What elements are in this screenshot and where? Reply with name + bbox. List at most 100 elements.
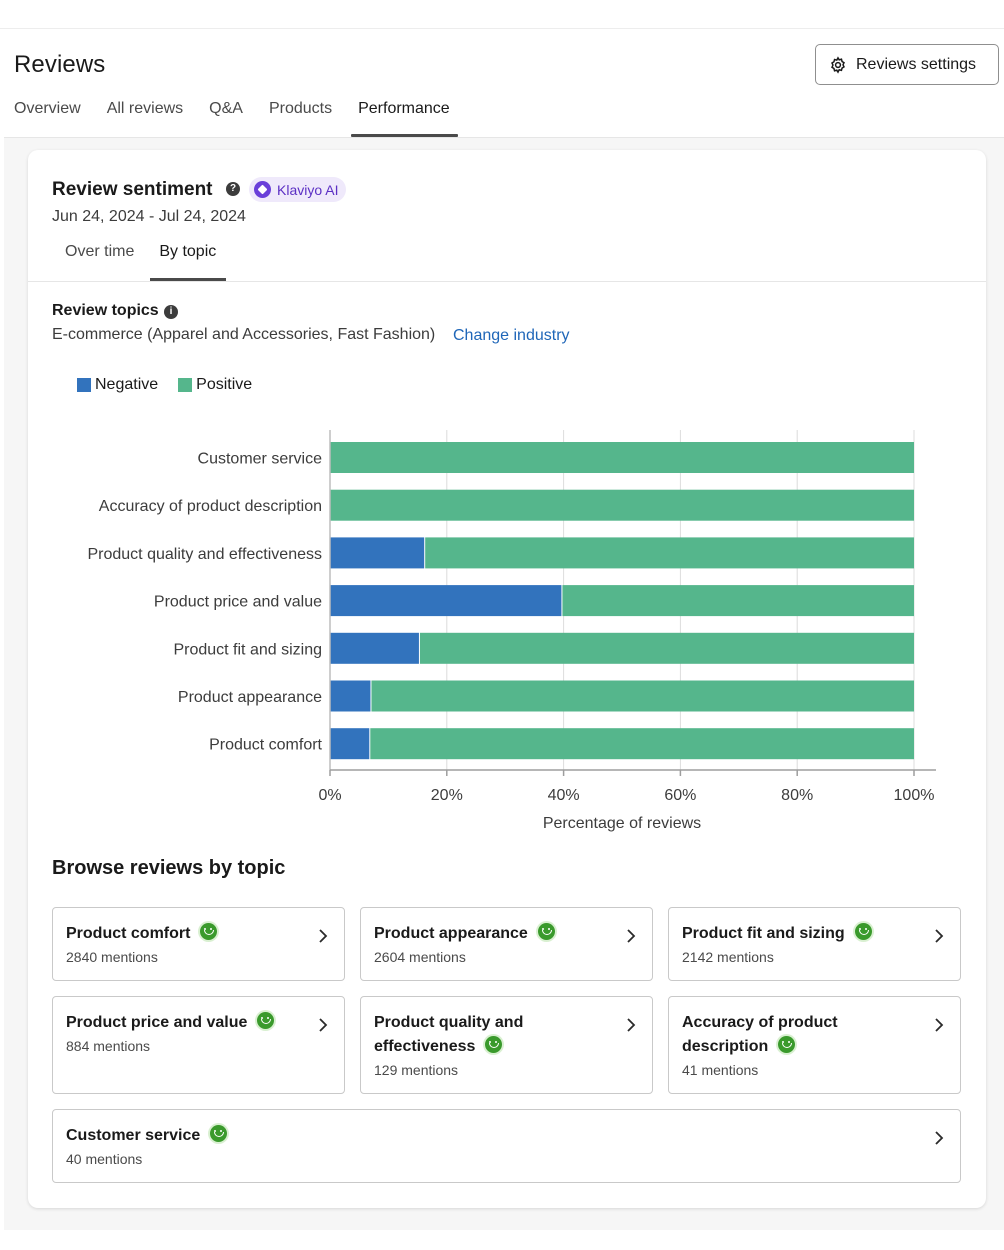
topic-card-mentions: 884 mentions	[66, 1038, 151, 1054]
chart-legend: Negative Positive	[77, 376, 272, 394]
topic-card-title-line: Product appearance	[374, 925, 528, 942]
topic-card[interactable]: Accuracy of product description 41 mention…	[668, 996, 961, 1094]
page-title: Reviews	[14, 51, 106, 78]
smiley-icon	[210, 1125, 228, 1142]
bar-positive	[330, 442, 914, 473]
tab-products[interactable]: Products	[268, 100, 333, 117]
reviews-settings-button[interactable]: Reviews settings	[815, 44, 999, 85]
tab-performance[interactable]: Performance	[351, 98, 458, 138]
smiley-icon	[257, 1012, 275, 1029]
topic-card[interactable]: Product comfort 2840 mentions	[52, 907, 345, 981]
bar-positive	[370, 728, 914, 760]
legend-swatch-negative	[77, 378, 91, 392]
browse-title: Browse reviews by topic	[52, 857, 286, 879]
category-label: Customer service	[198, 451, 323, 468]
x-tick-label: 100%	[894, 787, 935, 804]
smiley-icon	[778, 1036, 796, 1053]
smiley-icon	[200, 923, 218, 940]
sentiment-bar-chart: Customer service Accuracy of product desc…	[87, 430, 936, 832]
topic-card-mentions: 129 mentions	[374, 1062, 459, 1078]
chevron-right-icon	[935, 1018, 944, 1032]
industry-label: E-commerce (Apparel and Accessories, Fas…	[52, 326, 436, 343]
topic-card[interactable]: Product quality and effectiveness 129 ment…	[360, 996, 653, 1094]
klaviyo-ai-badge: Klaviyo AI	[249, 177, 347, 202]
category-label: Product appearance	[178, 689, 322, 706]
chevron-right-icon	[319, 929, 328, 943]
smiley-icon	[485, 1036, 503, 1053]
category-label: Product price and value	[154, 594, 322, 611]
topic-card-title: Product fit and sizing	[682, 922, 872, 946]
topic-card-title-line: description	[682, 1038, 769, 1055]
topic-card-title-line: Product comfort	[66, 925, 191, 942]
topic-card-mentions: 40 mentions	[66, 1151, 143, 1167]
main-tabs: Overview All reviews Q&A Products Perfor…	[14, 98, 476, 138]
legend-item-negative: Negative	[77, 376, 158, 394]
bar-negative	[330, 728, 370, 760]
tab-qa[interactable]: Q&A	[209, 100, 243, 117]
x-tick-label: 20%	[431, 787, 463, 804]
bar-negative	[330, 585, 562, 617]
info-circle-icon[interactable]: i	[164, 305, 178, 319]
category-label: Product quality and effectiveness	[87, 546, 322, 563]
x-tick-label: 40%	[548, 787, 580, 804]
subtab-divider	[28, 281, 986, 282]
topic-card-title: Accuracy of product description	[682, 1011, 838, 1059]
review-sentiment-card: Review sentiment ? Klaviyo AI Jun 24, 20…	[28, 150, 986, 1208]
bar-negative	[330, 680, 371, 712]
bar-positive	[562, 585, 914, 617]
category-label: Product comfort	[209, 737, 322, 754]
topic-card-title: Product quality and effectiveness	[374, 1011, 523, 1059]
subtab-over-time[interactable]: Over time	[65, 243, 135, 260]
bar-positive	[425, 537, 914, 569]
category-label: Product fit and sizing	[173, 641, 322, 658]
change-industry-link[interactable]: Change industry	[453, 327, 570, 344]
bar-positive	[371, 680, 914, 712]
bar-positive	[330, 489, 914, 521]
chevron-right-icon	[935, 1131, 944, 1145]
topic-card[interactable]: Product appearance 2604 mentions	[360, 907, 653, 981]
topic-card-title-line: Customer service	[66, 1127, 201, 1144]
subtab-by-topic[interactable]: By topic	[150, 243, 227, 281]
reviews-settings-label: Reviews settings	[856, 55, 977, 73]
tab-all-reviews[interactable]: All reviews	[106, 100, 184, 117]
review-topics-label: Review topics	[52, 302, 159, 319]
review-sentiment-title: Review sentiment	[52, 179, 213, 200]
sentiment-subtabs: Over time By topic	[65, 243, 241, 281]
topic-card-title-line: Product price and value	[66, 1014, 248, 1031]
topic-card[interactable]: Product price and value 884 mentions	[52, 996, 345, 1094]
topic-card-title-line: Accuracy of product	[682, 1014, 838, 1031]
tab-overview[interactable]: Overview	[14, 100, 81, 117]
topic-card-title-line: effectiveness	[374, 1038, 476, 1055]
legend-swatch-positive	[178, 378, 193, 392]
chevron-right-icon	[627, 929, 636, 943]
x-axis-title: Percentage of reviews	[543, 815, 701, 832]
date-range: Jun 24, 2024 - Jul 24, 2024	[52, 208, 246, 225]
topic-card-title: Product appearance	[374, 922, 555, 946]
chevron-right-icon	[627, 1018, 636, 1032]
topic-card-title: Product comfort	[66, 922, 218, 946]
smiley-icon	[537, 923, 555, 940]
x-tick-label: 60%	[664, 787, 696, 804]
legend-item-positive: Positive	[178, 376, 252, 394]
topic-card[interactable]: Customer service 40 mentions	[52, 1109, 961, 1183]
review-topics-title: Review topics	[52, 302, 159, 320]
bar-negative	[330, 537, 425, 569]
topic-card-mentions: 41 mentions	[682, 1062, 759, 1078]
klaviyo-ai-label: Klaviyo AI	[277, 181, 339, 198]
x-tick-label: 80%	[781, 787, 813, 804]
topic-card-title-line: Product quality and	[374, 1014, 524, 1031]
topic-card[interactable]: Product fit and sizing 2142 mentions	[668, 907, 961, 981]
legend-label-positive: Positive	[196, 376, 253, 393]
top-divider	[0, 28, 1004, 29]
topic-card-title: Product price and value	[66, 1011, 275, 1035]
chevron-right-icon	[319, 1018, 328, 1032]
chevron-right-icon	[935, 929, 944, 943]
sparkle-icon	[254, 181, 271, 198]
category-label: Accuracy of product description	[99, 498, 322, 515]
legend-label-negative: Negative	[95, 376, 159, 393]
topic-card-mentions: 2604 mentions	[374, 949, 466, 965]
bar-negative	[330, 632, 419, 664]
topic-card-mentions: 2142 mentions	[682, 949, 774, 965]
help-circle-icon[interactable]: ?	[226, 182, 240, 196]
topic-card-mentions: 2840 mentions	[66, 949, 158, 965]
